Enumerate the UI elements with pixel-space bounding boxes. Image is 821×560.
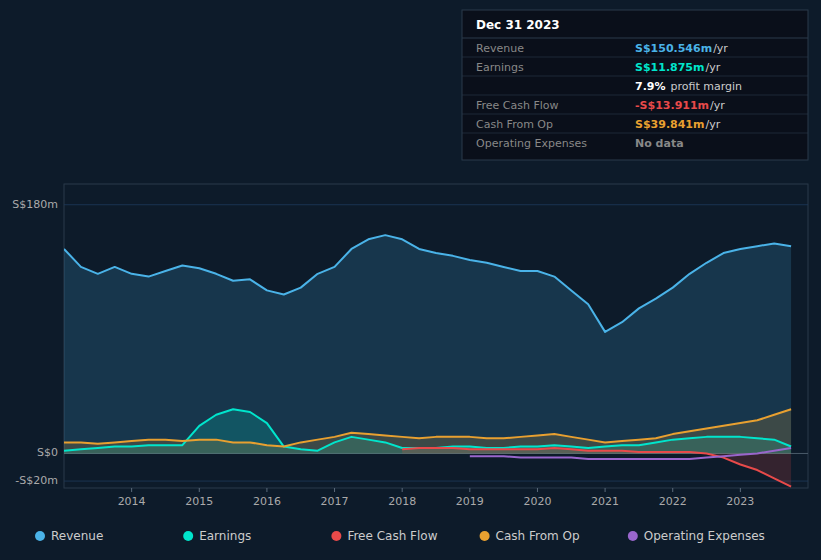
x-tick-label: 2016 xyxy=(253,495,281,508)
info-box-divider xyxy=(462,76,808,77)
x-tick xyxy=(740,488,741,492)
info-row-value: -S$13.911m xyxy=(635,99,709,112)
info-row-unit: /yr xyxy=(706,118,721,131)
x-tick xyxy=(199,488,200,492)
info-row-label: Revenue xyxy=(476,42,524,55)
info-row-label: Cash From Op xyxy=(476,118,553,131)
legend-label: Revenue xyxy=(51,529,103,543)
series-line xyxy=(64,235,791,332)
grid-line xyxy=(64,204,808,205)
info-row-text: S$11.875m/yr xyxy=(635,61,721,74)
info-row-unit: profit margin xyxy=(671,80,743,93)
info-box-divider xyxy=(462,133,808,134)
y-tick-label: -S$20m xyxy=(15,474,58,487)
x-tick xyxy=(605,488,606,492)
area-fill xyxy=(64,409,791,453)
info-row-text: S$39.841m/yr xyxy=(635,118,721,131)
legend-label: Operating Expenses xyxy=(644,529,765,543)
y-grid xyxy=(64,205,808,481)
info-row-value: 7.9% xyxy=(635,80,666,93)
series-line xyxy=(64,409,791,450)
legend: Revenue Earnings Free Cash Flow Cash From O… xyxy=(35,529,765,543)
x-tick-label: 2014 xyxy=(118,495,146,508)
legend-marker xyxy=(183,531,193,541)
legend-marker xyxy=(331,531,341,541)
info-row-value: S$39.841m xyxy=(635,118,705,131)
x-tick xyxy=(469,488,470,492)
legend-label: Cash From Op xyxy=(496,529,580,543)
info-row-value: S$11.875m xyxy=(635,61,705,74)
info-row-text: 7.9% profit margin xyxy=(635,80,742,93)
chart-container: -S$20mS$0S$180m2014201520162017201820192… xyxy=(0,0,821,560)
info-row-unit: /yr xyxy=(713,42,728,55)
x-tick xyxy=(266,488,267,492)
series-line xyxy=(64,409,791,446)
info-row-label: Operating Expenses xyxy=(476,137,587,150)
series-line xyxy=(470,448,791,459)
x-tick-label: 2015 xyxy=(185,495,213,508)
area-fill xyxy=(64,409,791,453)
info-box-title: Dec 31 2023 xyxy=(476,18,560,32)
x-tick-label: 2022 xyxy=(659,495,687,508)
x-tick xyxy=(672,488,673,492)
plot-frame xyxy=(64,184,808,488)
info-row-label: Earnings xyxy=(476,61,524,74)
x-tick xyxy=(402,488,403,492)
info-row-label: Free Cash Flow xyxy=(476,99,559,112)
info-box-divider xyxy=(462,114,808,115)
legend-label: Earnings xyxy=(199,529,251,543)
info-box-divider xyxy=(462,95,808,96)
x-axis: 2014 2015 2016 2017 2018 2019 2020 2021 2022 2023 xyxy=(118,488,755,508)
series-group xyxy=(64,235,791,486)
y-tick-label: S$180m xyxy=(12,198,58,211)
area-fill xyxy=(64,235,791,453)
x-tick-label: 2023 xyxy=(726,495,754,508)
area-fill xyxy=(402,448,791,487)
info-row-value: S$150.546m xyxy=(635,42,712,55)
info-box-frame xyxy=(462,10,808,160)
x-tick xyxy=(334,488,335,492)
info-row-text: S$150.546m/yr xyxy=(635,42,728,55)
grid-line xyxy=(64,481,808,482)
x-tick xyxy=(131,488,132,492)
legend-label: Free Cash Flow xyxy=(347,529,437,543)
info-row-text: No data xyxy=(635,137,684,150)
info-row-unit: /yr xyxy=(710,99,725,112)
x-tick-label: 2019 xyxy=(456,495,484,508)
info-box-divider xyxy=(462,38,808,39)
chart-svg: -S$20mS$0S$180m2014201520162017201820192… xyxy=(0,0,821,560)
x-tick-label: 2020 xyxy=(523,495,551,508)
x-tick-label: 2018 xyxy=(388,495,416,508)
y-tick-label: S$0 xyxy=(37,446,58,459)
legend-marker xyxy=(628,531,638,541)
x-tick xyxy=(537,488,538,492)
info-box-divider xyxy=(462,57,808,58)
legend-marker xyxy=(480,531,490,541)
legend-marker xyxy=(35,531,45,541)
series-line xyxy=(402,448,791,487)
info-row-unit: /yr xyxy=(706,61,721,74)
info-box: Dec 31 2023 Revenue S$150.546m/yr Earnings S… xyxy=(462,10,808,160)
info-row-value: No data xyxy=(635,137,684,150)
x-tick-label: 2021 xyxy=(591,495,619,508)
info-row-text: -S$13.911m/yr xyxy=(635,99,725,112)
x-tick-label: 2017 xyxy=(321,495,349,508)
